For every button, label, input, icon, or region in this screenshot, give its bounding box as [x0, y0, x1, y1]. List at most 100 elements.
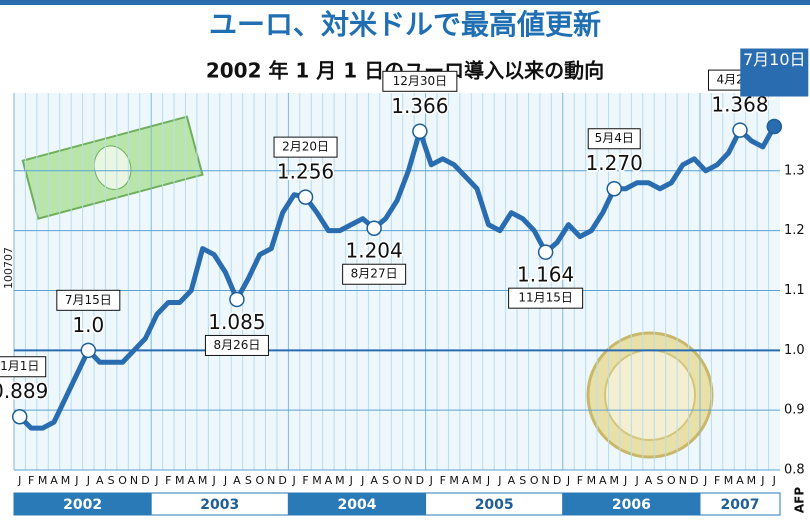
- point-marker: [732, 122, 748, 138]
- date-label: 7月15日: [65, 293, 112, 307]
- x-tick-label: J: [703, 474, 707, 487]
- date-label: 7月10日: [743, 50, 806, 69]
- value-label: 1.270: [586, 151, 643, 175]
- x-tick-label: S: [656, 474, 663, 487]
- x-tick-label: J: [497, 474, 501, 487]
- x-tick-label: M: [472, 474, 482, 487]
- x-tick-label: J: [74, 474, 78, 487]
- x-tick-label: N: [542, 474, 550, 487]
- date-box: [204, 334, 269, 356]
- point-marker: [80, 342, 97, 359]
- date-box: [587, 128, 641, 150]
- coin-inner: [604, 349, 696, 441]
- bill-portrait: [93, 145, 132, 190]
- date-box: [0, 356, 47, 378]
- x-tick-label: M: [38, 474, 48, 487]
- point-marker: [766, 118, 783, 135]
- x-tick-label: J: [429, 474, 433, 487]
- x-tick-label: S: [108, 474, 115, 487]
- x-tick-label: M: [449, 474, 459, 487]
- year-label: 2005: [475, 497, 514, 513]
- value-label: 1.085: [208, 310, 265, 334]
- x-tick-label: N: [267, 474, 275, 487]
- x-tick-label: A: [736, 474, 744, 487]
- y-tick-label: 1.3: [784, 163, 805, 178]
- euro-coin: [586, 331, 714, 459]
- x-tick-label: A: [50, 474, 58, 487]
- x-tick-label: J: [291, 474, 295, 487]
- x-tick-label: J: [634, 474, 638, 487]
- x-tick-label: J: [760, 474, 764, 487]
- y-tick-label: 1.1: [784, 283, 805, 298]
- x-tick-label: N: [679, 474, 687, 487]
- x-tick-label: M: [609, 474, 619, 487]
- point-marker: [412, 123, 428, 140]
- x-tick-label: A: [233, 474, 241, 487]
- x-tick-label: J: [566, 474, 570, 487]
- x-tick-label: J: [211, 474, 215, 487]
- date-box: [342, 263, 407, 285]
- x-tick-label: A: [370, 474, 378, 487]
- x-tick-label: O: [667, 474, 676, 487]
- x-tick-label: F: [714, 474, 720, 487]
- point-marker: [366, 220, 382, 236]
- x-tick-label: M: [747, 474, 757, 487]
- year-label: 2003: [200, 497, 239, 513]
- date-label: 11月15日: [518, 291, 573, 305]
- x-tick-label: S: [245, 474, 252, 487]
- date-label: 1月1日: [0, 359, 39, 373]
- date-box: [508, 287, 584, 309]
- x-tick-label: S: [382, 474, 389, 487]
- point-marker: [11, 408, 28, 425]
- y-tick-label: 0.8: [784, 463, 805, 478]
- year-label: 2006: [612, 497, 651, 513]
- code-label: 100707: [2, 247, 15, 289]
- date-label: 5月4日: [595, 131, 634, 145]
- x-tick-label: A: [462, 474, 470, 487]
- date-label: 8月27日: [351, 267, 398, 281]
- x-tick-label: F: [577, 474, 583, 487]
- x-tick-label: O: [530, 474, 539, 487]
- x-tick-label: A: [599, 474, 607, 487]
- x-tick-label: A: [96, 474, 104, 487]
- x-tick-label: J: [86, 474, 90, 487]
- x-tick-label: J: [360, 474, 364, 487]
- value-label: 1.256: [277, 160, 334, 184]
- date-box: [273, 136, 338, 158]
- x-tick-label: N: [130, 474, 138, 487]
- x-tick-label: A: [325, 474, 333, 487]
- x-tick-label: M: [175, 474, 185, 487]
- x-tick-label: J: [623, 474, 627, 487]
- x-tick-label: O: [118, 474, 127, 487]
- point-marker: [606, 180, 622, 197]
- credit: AFP: [793, 487, 807, 513]
- x-tick-label: F: [440, 474, 446, 487]
- x-tick-label: M: [587, 474, 597, 487]
- x-tick-label: D: [553, 474, 561, 487]
- x-tick-label: O: [393, 474, 402, 487]
- x-tick-label: A: [645, 474, 653, 487]
- x-tick-label: A: [508, 474, 516, 487]
- value-label: 0.889: [0, 379, 48, 403]
- x-tick-label: J: [349, 474, 353, 487]
- x-tick-label: D: [141, 474, 149, 487]
- x-tick-label: J: [17, 474, 21, 487]
- x-tick-label: D: [416, 474, 424, 487]
- x-tick-label: D: [278, 474, 286, 487]
- x-tick-label: M: [198, 474, 208, 487]
- value-label: 1.164: [517, 263, 574, 287]
- value-label: 1.368: [711, 93, 768, 117]
- x-tick-label: J: [223, 474, 227, 487]
- point-marker: [537, 244, 554, 260]
- top-band: [0, 0, 810, 5]
- date-box: [382, 70, 458, 92]
- date-label: 2月20日: [282, 140, 329, 154]
- x-tick-label: A: [187, 474, 195, 487]
- chart-title: ユーロ、対米ドルで最高値更新: [209, 8, 601, 41]
- x-tick-label: D: [690, 474, 698, 487]
- x-tick-label: S: [519, 474, 526, 487]
- year-band: [699, 492, 781, 516]
- x-tick-label: N: [404, 474, 412, 487]
